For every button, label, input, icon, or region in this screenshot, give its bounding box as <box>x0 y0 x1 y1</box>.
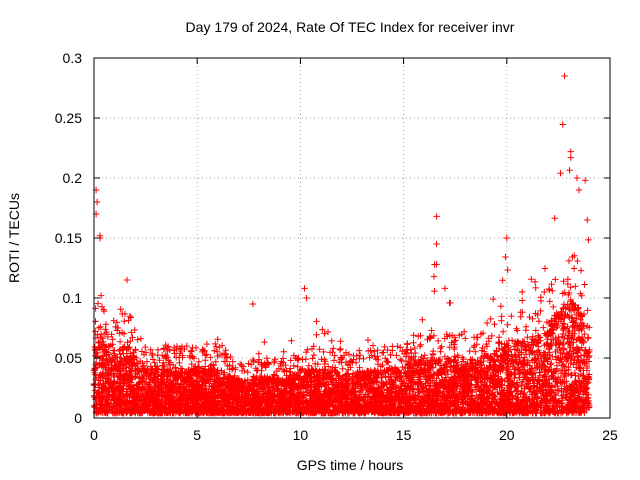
y-tick-label: 0.25 <box>55 110 82 126</box>
chart-title: Day 179 of 2024, Rate Of TEC Index for r… <box>186 19 515 35</box>
y-tick-label: 0.05 <box>55 350 82 366</box>
axis-ticks: 0 5 10 15 20 25 0 0.05 0.1 0.15 0.2 0.25 0.3 <box>55 50 618 443</box>
y-tick-label: 0.15 <box>55 230 82 246</box>
x-tick-label: 10 <box>293 427 309 443</box>
y-tick-label: 0 <box>74 410 82 426</box>
x-tick-label: 15 <box>396 427 412 443</box>
roti-scatter-series <box>90 72 593 417</box>
x-tick-label: 25 <box>602 427 618 443</box>
y-axis-label: ROTI / TECUs <box>6 193 22 283</box>
y-tick-label: 0.3 <box>63 50 83 66</box>
data-points <box>90 72 593 417</box>
y-tick-label: 0.2 <box>63 170 83 186</box>
x-axis-label: GPS time / hours <box>297 457 404 473</box>
y-tick-label: 0.1 <box>63 290 83 306</box>
x-tick-label: 20 <box>499 427 515 443</box>
x-tick-label: 5 <box>193 427 201 443</box>
x-tick-label: 0 <box>90 427 98 443</box>
